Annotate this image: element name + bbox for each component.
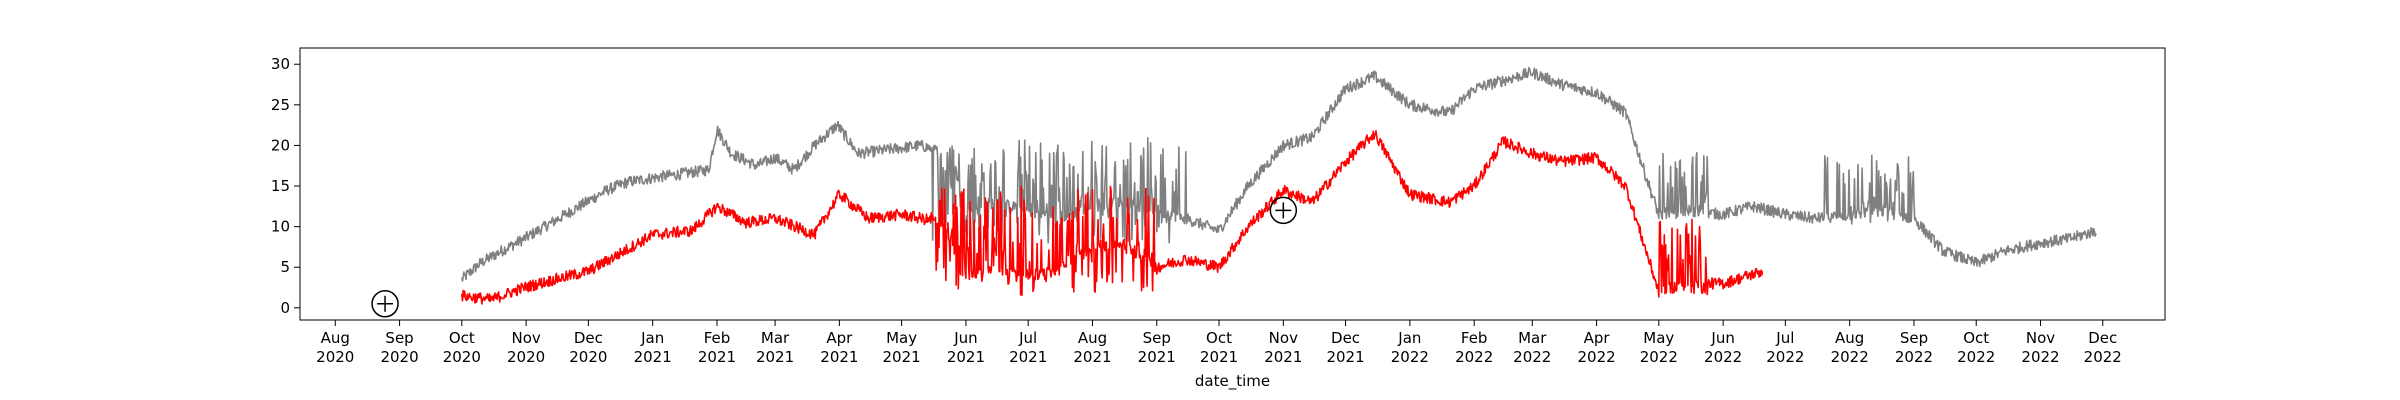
x-tick-month: Oct: [449, 329, 475, 347]
x-tick-year: 2020: [380, 348, 418, 366]
x-tick-year: 2021: [947, 348, 985, 366]
x-tick-year: 2020: [316, 348, 354, 366]
series-layer: [461, 66, 2097, 305]
x-tick-month: Dec: [574, 329, 603, 347]
crosshair-marker: [371, 290, 399, 318]
x-tick-month: Dec: [1331, 329, 1360, 347]
y-tick-label: 5: [280, 258, 290, 276]
x-tick-year: 2022: [1391, 348, 1429, 366]
x-tick-year: 2021: [820, 348, 858, 366]
x-tick-month: Jul: [1018, 329, 1037, 347]
x-tick-month: Sep: [385, 329, 413, 347]
x-tick-year: 2022: [1513, 348, 1551, 366]
marker-circle: [1269, 196, 1298, 225]
x-tick-year: 2022: [1957, 348, 1995, 366]
x-tick-year: 2022: [1640, 348, 1678, 366]
x-tick-year: 2022: [2021, 348, 2059, 366]
x-tick-month: Nov: [1269, 329, 1298, 347]
x-tick-month: Aug: [321, 329, 350, 347]
x-tick-month: Mar: [761, 329, 790, 347]
y-tick-label: 10: [271, 218, 290, 236]
x-tick-year: 2022: [1704, 348, 1742, 366]
x-tick-month: Nov: [511, 329, 540, 347]
x-tick-month: Jul: [1775, 329, 1794, 347]
series-line-2: [461, 130, 1764, 305]
y-tick-label: 25: [271, 96, 290, 114]
x-tick-year: 2022: [1895, 348, 1933, 366]
x-tick-month: May: [886, 329, 917, 347]
x-tick-month: Oct: [1206, 329, 1232, 347]
x-tick-year: 2022: [1831, 348, 1869, 366]
x-tick-year: 2020: [443, 348, 481, 366]
x-tick-month: Oct: [1963, 329, 1989, 347]
x-tick-month: Jun: [1710, 329, 1734, 347]
x-tick-month: Jan: [1397, 329, 1421, 347]
x-tick-year: 2022: [1577, 348, 1615, 366]
y-tick-label: 0: [280, 299, 290, 317]
x-tick-month: Apr: [1584, 329, 1611, 347]
x-tick-month: Jan: [640, 329, 664, 347]
y-tick-label: 30: [271, 55, 290, 73]
y-tick-label: 15: [271, 177, 290, 195]
x-tick-year: 2021: [1009, 348, 1047, 366]
marker-circle: [371, 290, 399, 318]
x-tick-year: 2021: [1200, 348, 1238, 366]
x-tick-month: Nov: [2026, 329, 2055, 347]
x-tick-month: Feb: [704, 329, 731, 347]
x-tick-year: 2021: [1138, 348, 1176, 366]
plot-frame: [299, 47, 2166, 321]
marker-layer: [371, 196, 1298, 318]
x-tick-month: Aug: [1078, 329, 1107, 347]
x-tick-month: Sep: [1900, 329, 1928, 347]
x-tick-year: 2021: [634, 348, 672, 366]
x-tick-month: Aug: [1835, 329, 1864, 347]
x-tick-month: Mar: [1518, 329, 1547, 347]
y-axis: 0 5 10 15 20 25 30: [271, 55, 300, 317]
x-tick-year: 2021: [1073, 348, 1111, 366]
x-tick-year: 2022: [1455, 348, 1493, 366]
x-tick-year: 2021: [1326, 348, 1364, 366]
x-tick-month: Jun: [953, 329, 977, 347]
x-tick-year: 2021: [698, 348, 736, 366]
x-tick-month: Dec: [2088, 329, 2117, 347]
x-axis: Aug2020Sep2020Oct2020Nov2020Dec2020Jan20…: [316, 320, 2122, 366]
x-tick-month: Sep: [1143, 329, 1171, 347]
x-tick-year: 2021: [1264, 348, 1302, 366]
x-tick-year: 2021: [756, 348, 794, 366]
x-tick-year: 2022: [1766, 348, 1804, 366]
x-tick-year: 2022: [2084, 348, 2122, 366]
x-tick-month: Feb: [1461, 329, 1488, 347]
x-tick-year: 2020: [569, 348, 607, 366]
x-axis-label: date_time: [1195, 372, 1270, 391]
series-line-1: [461, 66, 2097, 282]
x-tick-year: 2020: [507, 348, 545, 366]
crosshair-marker: [1269, 196, 1298, 225]
x-tick-year: 2021: [883, 348, 921, 366]
x-tick-month: May: [1643, 329, 1674, 347]
y-tick-label: 20: [271, 136, 290, 154]
x-tick-month: Apr: [826, 329, 853, 347]
